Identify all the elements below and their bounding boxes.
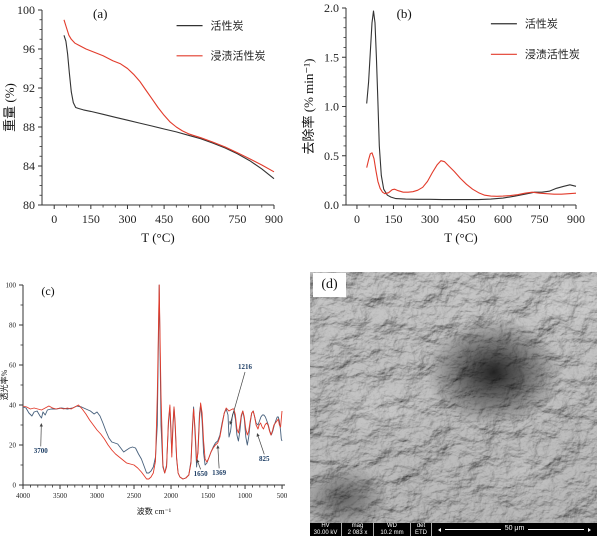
svg-text:20: 20	[9, 441, 17, 449]
scale-bar-left-line	[445, 529, 501, 530]
sem-meta-mag-header: mag	[351, 523, 364, 529]
sem-panel: (d) HV 30.00 kV mag 2 083 x WD 10.2 mm d…	[310, 272, 597, 536]
panel-label: (a)	[93, 6, 107, 21]
svg-text:92: 92	[23, 81, 35, 95]
svg-text:0: 0	[354, 212, 360, 226]
series-line-0	[63, 35, 275, 180]
series-line-0	[366, 10, 577, 201]
svg-text:750: 750	[530, 212, 548, 226]
series-line-1	[63, 19, 275, 173]
svg-text:450: 450	[155, 212, 173, 226]
y-axis-label: 透光率%	[0, 369, 9, 400]
svg-text:1.0: 1.0	[324, 100, 339, 114]
sem-meta-wd-value: 10.2 mm	[380, 529, 404, 536]
sem-metadata-bar: HV 30.00 kV mag 2 083 x WD 10.2 mm det E…	[310, 523, 597, 536]
svg-text:60: 60	[9, 361, 17, 369]
svg-text:0: 0	[51, 212, 57, 226]
legend-label-0: 活性炭	[211, 18, 244, 32]
svg-text:88: 88	[23, 120, 35, 134]
series-line-1	[366, 152, 577, 197]
svg-text:3500: 3500	[53, 492, 68, 500]
svg-text:100: 100	[6, 281, 17, 289]
svg-text:500: 500	[277, 492, 288, 500]
svg-text:600: 600	[192, 212, 210, 226]
sem-shading-overlay	[310, 272, 597, 523]
sem-meta-det-header: det	[416, 523, 426, 529]
scale-bar-right-arrow-icon	[588, 527, 592, 532]
y-axis-label: 去除率 (% min⁻¹)	[301, 59, 316, 155]
svg-text:2000: 2000	[164, 492, 179, 500]
svg-text:600: 600	[494, 212, 512, 226]
panel-label: (c)	[41, 284, 54, 298]
svg-text:2.0: 2.0	[324, 1, 339, 15]
scale-bar-label: 50 μm	[504, 525, 525, 533]
annotation-1216: 1216	[238, 363, 253, 371]
legend-label-0: 活性炭	[525, 17, 558, 31]
svg-text:84: 84	[23, 159, 35, 173]
sem-meta-hv-header: HV	[321, 523, 330, 529]
svg-text:150: 150	[384, 212, 402, 226]
chart-panel-a: 0 150 300 450 600 750 900 80 84 88 92 96 100 T (°C) 重量…	[2, 3, 283, 245]
svg-text:1000: 1000	[238, 492, 253, 500]
svg-text:150: 150	[82, 212, 100, 226]
chart-panel-b: 0 150 300 450 600 750 900 0.0 0.5 1.0 1.5 2.0 T (°C)…	[301, 1, 585, 245]
axes-spines	[22, 285, 285, 486]
svg-text:900: 900	[567, 212, 585, 226]
svg-text:80: 80	[9, 321, 17, 329]
sem-micrograph: (d)	[310, 272, 597, 523]
axes-spines	[345, 8, 576, 206]
svg-text:40: 40	[9, 401, 17, 409]
series-line-1	[22, 284, 283, 480]
sem-meta-mag: mag 2 083 x	[342, 523, 374, 536]
sem-scale-bar: 50 μm	[432, 523, 597, 536]
x-axis-label: 波数 cm⁻¹	[137, 506, 172, 516]
x-axis-label: T (°C)	[444, 230, 477, 245]
svg-text:100: 100	[17, 3, 35, 17]
panel-label: (b)	[397, 6, 412, 21]
y-axis-label: 重量 (%)	[2, 83, 17, 132]
svg-text:0.0: 0.0	[324, 198, 339, 212]
svg-text:1.5: 1.5	[324, 50, 339, 64]
sem-meta-hv-value: 30.00 kV	[313, 529, 338, 536]
x-axis-label: T (°C)	[141, 230, 174, 245]
legend-label-1: 浸渍活性炭	[525, 47, 580, 61]
svg-text:450: 450	[457, 212, 475, 226]
svg-text:80: 80	[23, 198, 35, 212]
annotation-arrowhead-icon	[39, 423, 43, 427]
annotation-1650: 1650	[194, 470, 209, 478]
annotation-825: 825	[259, 455, 270, 463]
panel-d-label-box: (d)	[313, 273, 346, 297]
scale-bar-left-arrow-icon	[438, 527, 441, 532]
chart-panel-c: 4000 3500 3000 2500 2000 1500 1000 500 0 20 40 60 80…	[0, 281, 288, 516]
svg-text:0.5: 0.5	[324, 149, 339, 163]
legend-label-1: 浸渍活性炭	[211, 49, 266, 63]
svg-text:2500: 2500	[127, 492, 142, 500]
annotation-3700: 3700	[34, 447, 49, 455]
svg-text:4000: 4000	[16, 492, 31, 500]
svg-text:96: 96	[23, 42, 35, 56]
sem-meta-hv: HV 30.00 kV	[310, 523, 342, 536]
sem-meta-det-value: ETD	[415, 529, 427, 536]
sem-meta-wd-header: WD	[387, 523, 397, 529]
sem-meta-wd: WD 10.2 mm	[374, 523, 411, 536]
sem-meta-det: det ETD	[411, 523, 432, 536]
svg-text:750: 750	[228, 212, 246, 226]
sem-meta-mag-value: 2 083 x	[347, 529, 368, 536]
svg-text:300: 300	[118, 212, 136, 226]
panel-d-label: (d)	[321, 277, 338, 292]
svg-text:300: 300	[421, 212, 439, 226]
svg-text:1500: 1500	[201, 492, 216, 500]
annotation-1369: 1369	[212, 469, 227, 477]
svg-text:3000: 3000	[90, 492, 105, 500]
series-line-0	[22, 284, 283, 480]
svg-text:900: 900	[265, 212, 283, 226]
scale-bar-right-line	[528, 529, 585, 530]
annotation-arrowhead-icon	[196, 459, 200, 463]
annotation-arrowhead-icon	[229, 421, 233, 425]
annotation-arrowhead-icon	[216, 445, 220, 449]
svg-text:0: 0	[13, 481, 17, 489]
annotation-arrowhead-icon	[256, 433, 260, 437]
